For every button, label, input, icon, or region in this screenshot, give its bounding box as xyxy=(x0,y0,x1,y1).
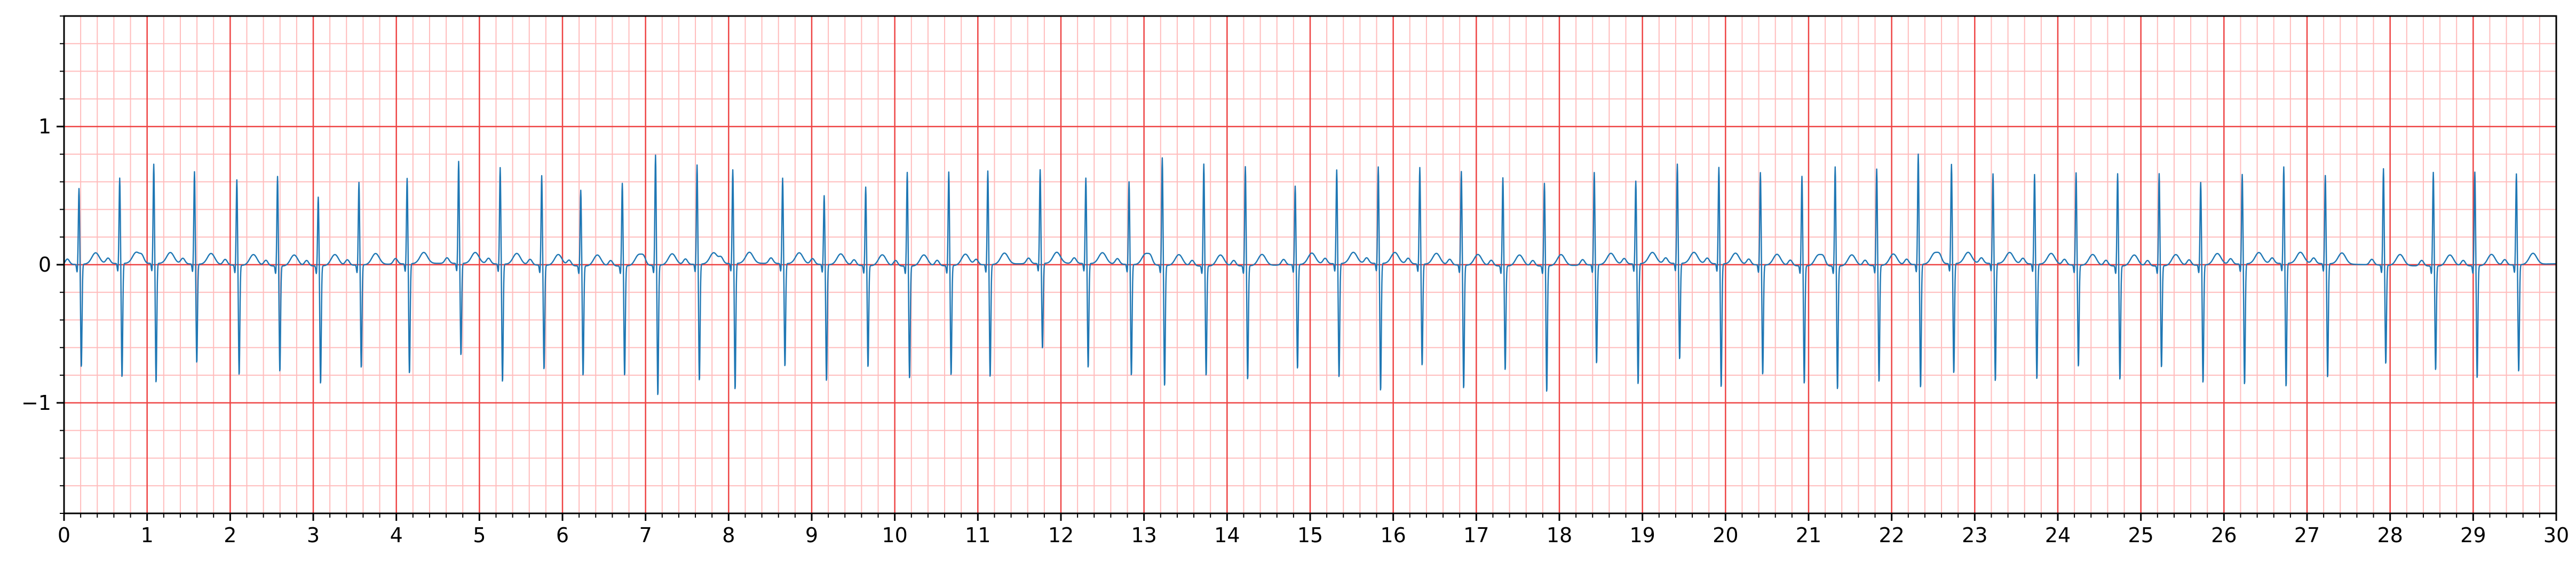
x-tick-label: 8 xyxy=(722,524,735,547)
x-tick-label: 16 xyxy=(1380,524,1406,547)
x-tick-label: 14 xyxy=(1214,524,1240,547)
x-tick-label: 6 xyxy=(556,524,569,547)
x-tick-label: 21 xyxy=(1796,524,1821,547)
x-tick-label: 26 xyxy=(2211,524,2237,547)
x-tick-label: 10 xyxy=(882,524,907,547)
x-tick-label: 15 xyxy=(1297,524,1323,547)
x-tick-label: 0 xyxy=(58,524,70,547)
x-tick-label: 3 xyxy=(307,524,320,547)
x-tick-label: 19 xyxy=(1629,524,1655,547)
x-tick-label: 17 xyxy=(1463,524,1489,547)
x-tick-label: 18 xyxy=(1547,524,1572,547)
y-tick-label: 1 xyxy=(38,115,51,138)
x-tick-label: 27 xyxy=(2294,524,2320,547)
x-tick-label: 25 xyxy=(2128,524,2153,547)
x-tick-label: 5 xyxy=(473,524,486,547)
x-axis-ticks: 0 1 2 3 4 5 6 7 8 9 10 11 12 13 14 15 16 17 18 19 20 21 22 23 24… xyxy=(58,513,2569,547)
y-tick-label: 0 xyxy=(38,253,51,276)
x-tick-label: 20 xyxy=(1713,524,1738,547)
y-tick-label: −1 xyxy=(21,391,51,415)
x-tick-label: 13 xyxy=(1131,524,1156,547)
x-tick-label: 30 xyxy=(2543,524,2569,547)
ecg-series xyxy=(64,153,2557,395)
x-tick-label: 11 xyxy=(965,524,990,547)
x-tick-label: 24 xyxy=(2045,524,2071,547)
x-tick-label: 23 xyxy=(1962,524,1987,547)
x-tick-label: 29 xyxy=(2460,524,2486,547)
x-tick-label: 2 xyxy=(224,524,236,547)
ecg-line xyxy=(64,153,2557,395)
x-tick-label: 22 xyxy=(1879,524,1904,547)
y-axis-ticks: −1 0 1 xyxy=(21,15,64,514)
x-tick-label: 7 xyxy=(639,524,652,547)
x-tick-label: 28 xyxy=(2377,524,2403,547)
x-tick-label: 9 xyxy=(805,524,818,547)
x-tick-label: 12 xyxy=(1048,524,1074,547)
x-tick-label: 1 xyxy=(141,524,154,547)
x-tick-label: 4 xyxy=(390,524,403,547)
